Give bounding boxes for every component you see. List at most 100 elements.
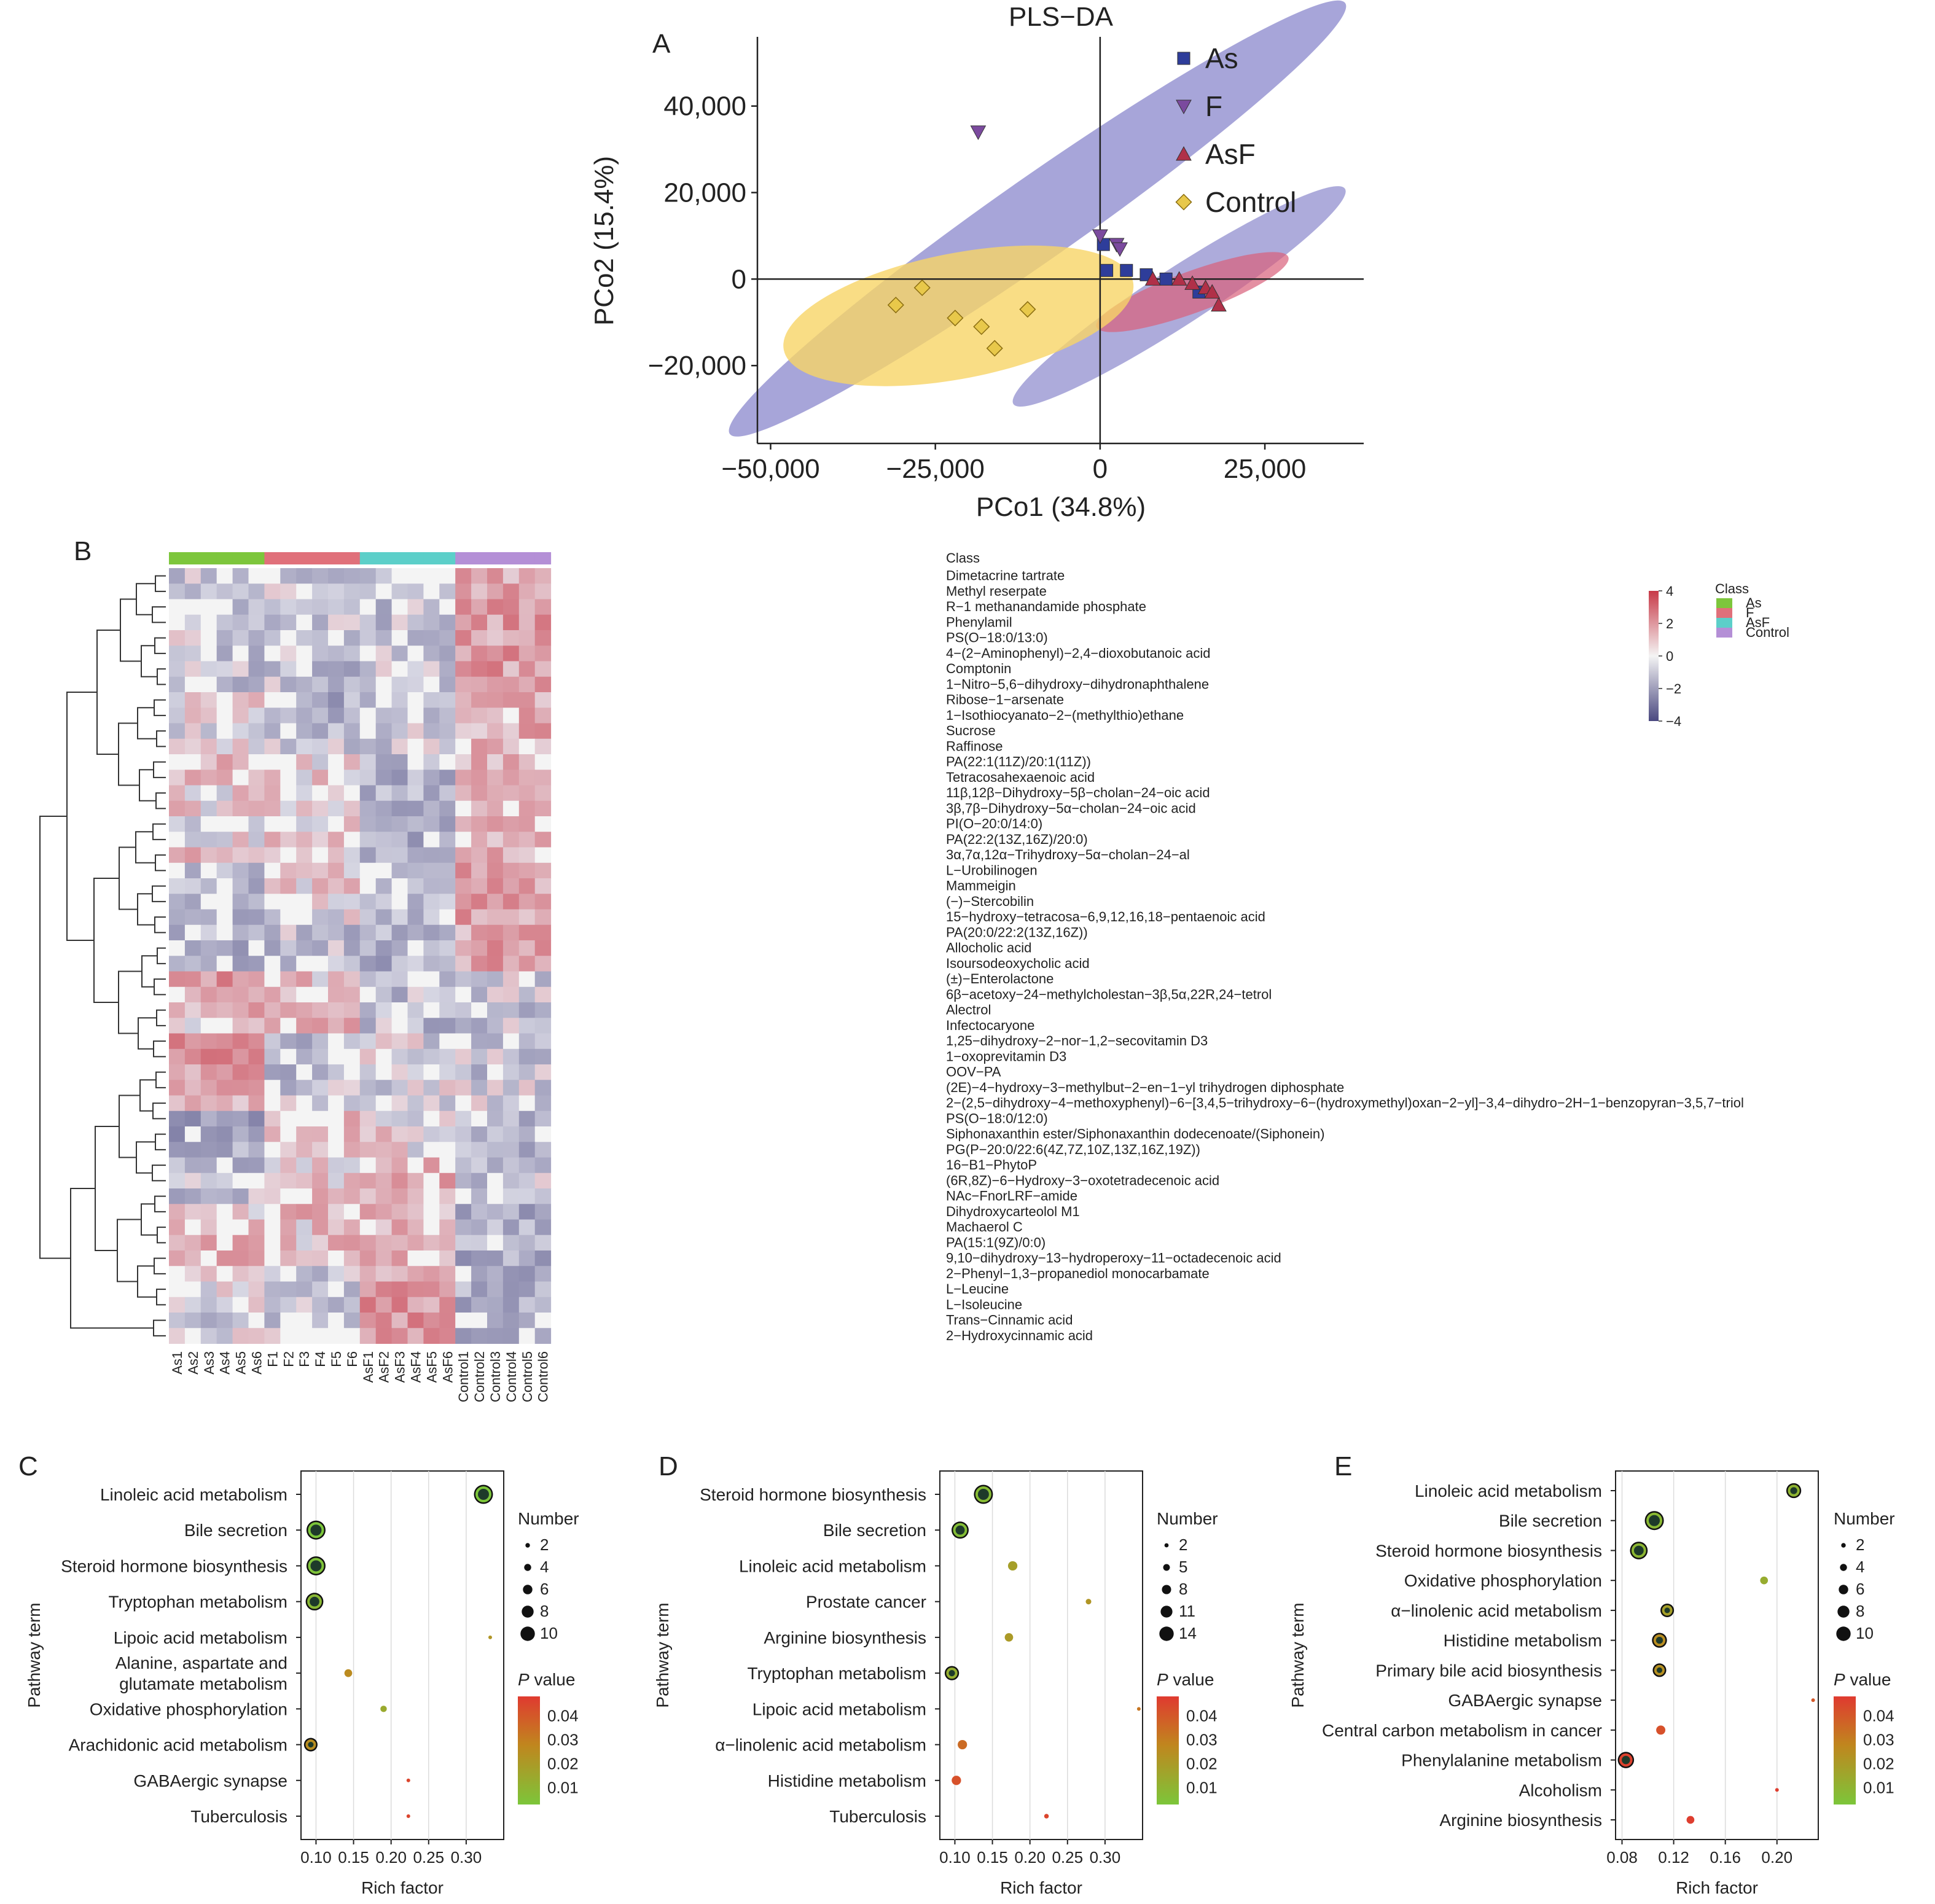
heatmap-cell	[487, 614, 504, 631]
pathway-label: Tuberculosis	[190, 1807, 287, 1826]
heatmap-cell	[455, 1266, 472, 1282]
heatmap-cell	[423, 708, 440, 724]
heatmap-cell	[328, 1048, 345, 1065]
heatmap-cell	[232, 723, 249, 739]
heatmap-cell	[343, 986, 361, 1003]
heatmap-cell	[359, 1002, 377, 1018]
heatmap-cell	[455, 1002, 472, 1018]
heatmap-cell	[455, 1064, 472, 1080]
heatmap-cell	[375, 723, 393, 739]
dendrogram-branch	[157, 1227, 166, 1244]
heatmap-cell	[296, 816, 313, 832]
heatmap-cell	[487, 599, 504, 615]
heatmap-cell	[343, 862, 361, 879]
heatmap-cell	[455, 1219, 472, 1236]
heatmap-cell	[312, 832, 329, 848]
heatmap-cell	[264, 862, 281, 879]
heatmap-cell	[280, 832, 297, 848]
sample-label: As6	[249, 1351, 264, 1375]
heatmap-cell	[200, 1080, 217, 1096]
heatmap-cell	[232, 1172, 249, 1189]
data-point-control	[887, 297, 904, 314]
heatmap-cell	[216, 630, 233, 646]
dendrogram-branch	[153, 1319, 166, 1336]
heatmap-cell	[264, 738, 281, 755]
heatmap-cell	[216, 599, 233, 615]
size-legend-label: 6	[540, 1580, 549, 1598]
heatmap-cell	[264, 754, 281, 770]
heatmap-cell	[248, 738, 265, 755]
heatmap-cell	[200, 1188, 217, 1204]
dendrogram-branch	[153, 761, 166, 778]
heatmap-cell	[471, 1142, 488, 1158]
heatmap-cell	[264, 1142, 281, 1158]
heatmap-cell	[232, 924, 249, 941]
heatmap-cell	[280, 1018, 297, 1034]
heatmap-cell	[471, 1172, 488, 1189]
heatmap-cell	[455, 692, 472, 708]
heatmap-cell	[280, 646, 297, 661]
size-legend-title: Number	[518, 1509, 579, 1528]
heatmap-cell	[232, 847, 249, 864]
heatmap-cell	[455, 862, 472, 879]
heatmap-cell	[391, 614, 408, 631]
heatmap-cell	[455, 754, 472, 770]
heatmap-cell	[248, 754, 265, 770]
heatmap-cell	[184, 1142, 201, 1158]
heatmap-cell	[407, 832, 424, 848]
heatmap-cell	[407, 1266, 424, 1282]
heatmap-cell	[216, 940, 233, 956]
heatmap-cell	[375, 1235, 393, 1251]
dendrogram-branch	[93, 878, 119, 1003]
metabolite-label: L−Leucine	[946, 1281, 1009, 1297]
heatmap-cell	[439, 800, 456, 817]
heatmap-cell	[359, 754, 377, 770]
heatmap-cell	[391, 1204, 408, 1220]
metabolite-label: 2−Phenyl−1,3−propanediol monocarbamate	[946, 1266, 1210, 1281]
heatmap-colorbar: 420−2−4	[1649, 583, 1681, 729]
plsda-points	[887, 125, 1227, 357]
heatmap-cell	[200, 1002, 217, 1018]
plsda-y-tick-label: 40,000	[663, 92, 746, 122]
heatmap-cell	[391, 1313, 408, 1329]
heatmap-cell	[343, 1002, 361, 1018]
heatmap-cell	[169, 661, 186, 677]
heatmap-cell	[264, 1110, 281, 1127]
heatmap-cell	[359, 676, 377, 693]
heatmap-cell	[184, 583, 201, 599]
heatmap-cell	[391, 1172, 408, 1189]
dendrogram-branch	[155, 854, 166, 872]
heatmap-cell	[200, 692, 217, 708]
heatmap-cell	[169, 1235, 186, 1251]
pathway-bubble	[1004, 1633, 1014, 1642]
metabolite-label: 1−Nitro−5,6−dihydroxy−dihydronaphthalene	[946, 676, 1209, 692]
heatmap-cell	[232, 568, 249, 584]
heatmap-cell	[359, 1313, 377, 1329]
plsda-x-tick-label: −50,000	[721, 454, 819, 484]
heatmap-cell	[328, 800, 345, 817]
sample-label: AsF3	[393, 1351, 408, 1383]
heatmap-cell	[216, 1281, 233, 1298]
metabolite-label: NAc−FnorLRF−amide	[946, 1188, 1077, 1204]
heatmap-cell	[200, 986, 217, 1003]
enrichment-x-tick-label: 0.25	[413, 1848, 444, 1867]
heatmap-cell	[391, 770, 408, 786]
heatmap-cell	[169, 614, 186, 631]
pathway-label: α−linolenic acid metabolism	[1391, 1601, 1602, 1620]
heatmap-cell	[455, 1018, 472, 1034]
metabolite-label: 3β,7β−Dihydroxy−5α−cholan−24−oic acid	[946, 800, 1196, 816]
heatmap-cell	[169, 738, 186, 755]
heatmap-cell	[471, 723, 488, 739]
panel-label-a: A	[652, 29, 671, 59]
heatmap-cell	[280, 1313, 297, 1329]
class-bar-as	[200, 552, 217, 564]
heatmap-cell	[391, 646, 408, 661]
panel-label-c: C	[18, 1451, 38, 1481]
heatmap-cell	[407, 1250, 424, 1266]
heatmap-cell	[359, 1033, 377, 1050]
size-legend-dot	[1160, 1606, 1173, 1618]
heatmap-cell	[359, 940, 377, 956]
heatmap-cell	[232, 1313, 249, 1329]
